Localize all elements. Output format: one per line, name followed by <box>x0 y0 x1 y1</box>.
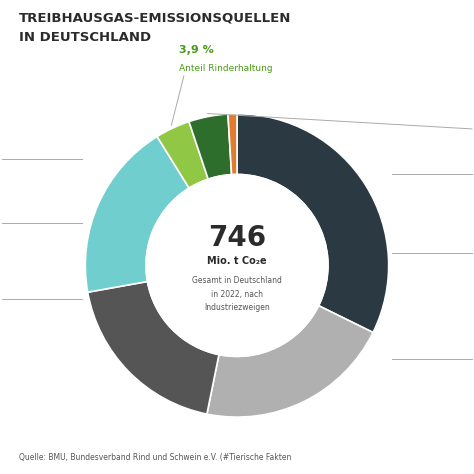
Text: 746: 746 <box>208 224 266 252</box>
Text: in 2022, nach: in 2022, nach <box>211 290 263 299</box>
Text: Quelle: BMU, Bundesverband Rind und Schwein e.V. (#Tierische Fakten: Quelle: BMU, Bundesverband Rind und Schw… <box>19 453 292 462</box>
Text: Industriezweigen: Industriezweigen <box>204 303 270 312</box>
Circle shape <box>146 174 328 356</box>
Text: IN DEUTSCHLAND: IN DEUTSCHLAND <box>19 31 151 44</box>
Text: Anteil Rinderhaltung: Anteil Rinderhaltung <box>179 64 273 73</box>
Wedge shape <box>85 137 189 292</box>
Wedge shape <box>237 114 389 332</box>
Wedge shape <box>228 114 237 174</box>
Text: Gesamt in Deutschland: Gesamt in Deutschland <box>192 276 282 285</box>
Wedge shape <box>88 282 219 414</box>
Text: 3,9 %: 3,9 % <box>179 45 214 55</box>
Text: TREIBHAUSGAS-EMISSIONSQUELLEN: TREIBHAUSGAS-EMISSIONSQUELLEN <box>19 12 292 25</box>
Text: Mio. t Co₂e: Mio. t Co₂e <box>207 256 267 266</box>
Wedge shape <box>157 121 208 188</box>
Wedge shape <box>207 306 373 417</box>
Wedge shape <box>189 114 232 179</box>
